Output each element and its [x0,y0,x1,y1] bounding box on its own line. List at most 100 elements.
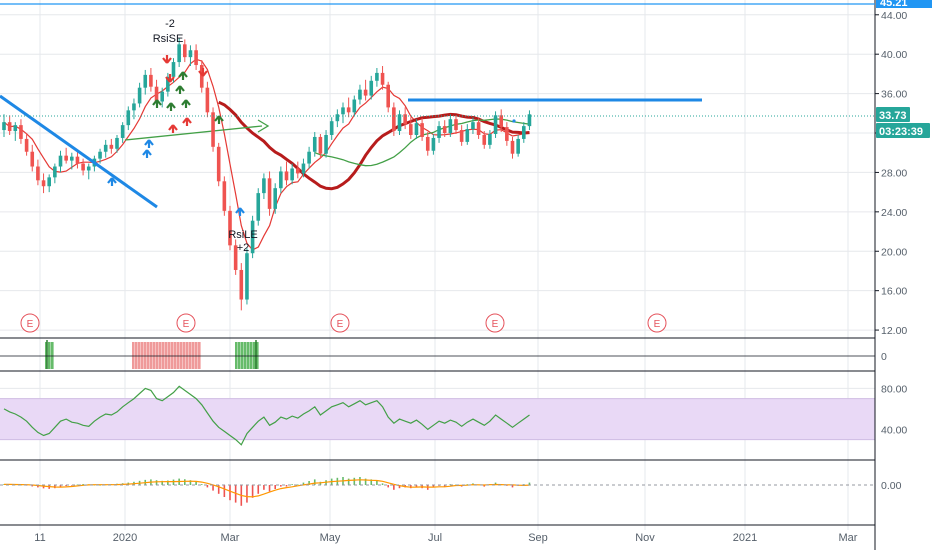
candle-body[interactable] [301,163,306,174]
candle-body[interactable] [183,44,187,58]
candle-body[interactable] [318,136,323,154]
candle-body[interactable] [245,253,249,300]
candle-body[interactable] [160,91,164,102]
candle-body[interactable] [30,151,35,167]
candle-body[interactable] [19,125,23,139]
candle-body[interactable] [380,72,385,85]
candle-body[interactable] [239,269,244,300]
candle-body[interactable] [527,114,532,127]
candle-body[interactable] [448,119,453,134]
candle-body[interactable] [505,127,509,141]
candle-body[interactable] [510,140,515,154]
candle-body[interactable] [290,168,294,181]
candle-body[interactable] [397,114,402,132]
candle-body[interactable] [177,44,181,63]
candle-body[interactable] [250,220,255,254]
candle-body[interactable] [205,87,210,113]
candle-body[interactable] [476,122,481,135]
candle-body[interactable] [75,156,80,164]
candle-body[interactable] [109,144,114,149]
earnings-marker[interactable] [176,313,196,333]
earnings-marker[interactable] [485,313,505,333]
candle-body[interactable] [312,136,317,152]
candle-body[interactable] [228,210,232,246]
candle-body[interactable] [120,125,125,138]
candle-body[interactable] [103,144,108,152]
candle-body[interactable] [279,171,283,189]
candle-body[interactable] [171,62,176,77]
candle-body[interactable] [403,114,407,125]
drawing-lines[interactable] [0,94,875,209]
candle-body[interactable] [459,130,464,142]
candle-body[interactable] [307,151,311,164]
candle-body[interactable] [425,136,430,151]
candle-body[interactable] [137,87,142,104]
candle-body[interactable] [499,115,503,128]
candle-body[interactable] [126,110,131,126]
candle-body[interactable] [115,137,119,149]
candle-body[interactable] [47,177,51,187]
candle-body[interactable] [431,137,436,151]
candle-body[interactable] [64,155,68,161]
candle-body[interactable] [488,134,492,145]
earnings-marker[interactable] [20,313,40,333]
candle-body[interactable] [132,103,136,111]
candle-body[interactable] [194,50,198,66]
candle-body[interactable] [41,180,46,187]
earnings-marker[interactable] [330,313,350,333]
candle-body[interactable] [420,123,424,137]
candle-body[interactable] [352,99,357,113]
candle-body[interactable] [341,107,345,115]
candle-body[interactable] [409,124,413,135]
candle-body[interactable] [267,178,272,209]
candle-body[interactable] [392,107,396,132]
candle-body[interactable] [70,156,74,161]
candle-body[interactable] [58,155,63,167]
candle-body[interactable] [329,121,334,135]
descending-trendline[interactable] [0,94,158,209]
earnings-marker[interactable] [647,313,667,333]
candle-body[interactable] [53,166,57,178]
candle-body[interactable] [86,166,91,171]
candle-body[interactable] [375,72,379,81]
candle-body[interactable] [154,86,159,102]
candle-body[interactable] [13,125,18,132]
candle-body[interactable] [273,188,277,209]
candle-body[interactable] [335,114,340,122]
candle-body[interactable] [256,193,261,221]
candle-body[interactable] [2,122,6,131]
candle-body[interactable] [465,129,470,142]
candle-body[interactable] [24,138,29,152]
candle-body[interactable] [233,245,238,270]
candle-body[interactable] [516,138,520,154]
candle-body[interactable] [324,134,328,154]
candle-body[interactable] [482,134,487,145]
candle-body[interactable] [284,171,289,181]
candle-body[interactable] [216,146,221,182]
candle-body[interactable] [211,112,215,147]
candle-body[interactable] [471,122,475,130]
candle-body[interactable] [296,168,300,174]
candle-body[interactable] [98,151,102,159]
candle-body[interactable] [442,126,447,134]
candle-body[interactable] [262,178,266,194]
candle-body[interactable] [346,107,351,113]
candle-body[interactable] [7,122,12,132]
candle-body[interactable] [143,74,148,88]
candle-body[interactable] [166,76,170,92]
candle-body[interactable] [386,84,390,108]
candle-body[interactable] [522,126,526,139]
candle-body[interactable] [222,181,227,211]
candlesticks[interactable] [2,38,532,311]
candle-body[interactable] [358,89,362,100]
candle-body[interactable] [36,166,40,181]
candle-body[interactable] [493,115,498,134]
candle-body[interactable] [454,119,458,131]
candle-body[interactable] [437,126,441,138]
candle-body[interactable] [369,80,374,96]
candle-body[interactable] [188,50,193,58]
candle-body[interactable] [363,89,368,96]
